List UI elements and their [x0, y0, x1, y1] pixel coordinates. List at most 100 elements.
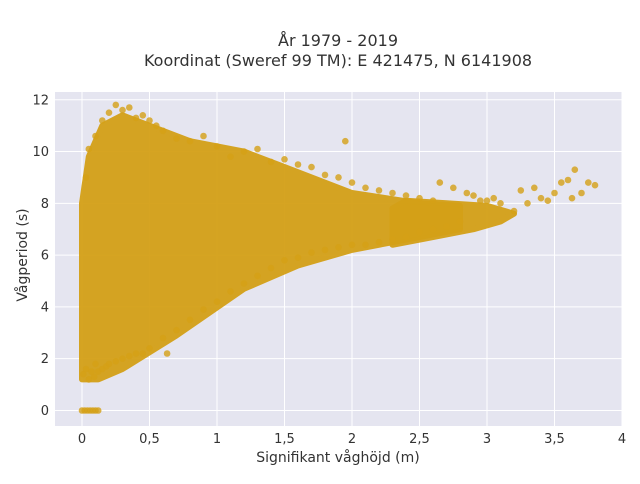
- data-point: [254, 272, 261, 280]
- data-point: [92, 132, 99, 140]
- data-point: [568, 194, 576, 202]
- data-point: [139, 112, 147, 119]
- data-point: [92, 360, 99, 368]
- x-tick-label: 1: [213, 432, 221, 447]
- data-point: [389, 236, 396, 243]
- data-point: [126, 104, 133, 111]
- data-point: [450, 184, 457, 192]
- data-point: [436, 179, 444, 186]
- data-point: [497, 200, 504, 207]
- data-point: [531, 184, 538, 192]
- y-tick-label: 12: [32, 93, 49, 108]
- data-point: [213, 298, 221, 306]
- data-point: [119, 106, 126, 114]
- data-point: [524, 200, 531, 207]
- data-point: [510, 207, 518, 215]
- data-point: [126, 352, 133, 360]
- y-tick-label: 10: [32, 145, 49, 160]
- data-point: [294, 254, 302, 261]
- data-point: [200, 132, 207, 140]
- data-point: [443, 223, 450, 230]
- data-point: [85, 145, 93, 153]
- data-point: [416, 194, 423, 202]
- data-point: [571, 166, 579, 173]
- data-point: [321, 171, 329, 179]
- data-point: [342, 137, 349, 145]
- data-point: [240, 280, 248, 287]
- data-point: [85, 376, 93, 383]
- chart-title: År 1979 - 2019: [278, 31, 398, 50]
- data-point: [240, 148, 248, 155]
- x-axis-ticks: 0 0,5 1 1,5 2 2,5 3 3,5 4: [78, 432, 626, 447]
- data-point: [267, 264, 275, 272]
- data-point: [551, 189, 558, 197]
- data-point: [456, 218, 464, 225]
- data-point: [429, 225, 437, 233]
- data-point: [173, 326, 180, 334]
- x-tick-label: 0,5: [139, 432, 160, 447]
- data-point: [132, 114, 140, 122]
- data-point: [186, 316, 194, 324]
- data-point: [591, 181, 599, 189]
- dense-point-cloud: [79, 112, 517, 383]
- data-point: [470, 192, 477, 199]
- data-point: [139, 350, 147, 357]
- x-tick-label: 4: [618, 432, 626, 447]
- data-point: [477, 197, 484, 204]
- data-point: [281, 156, 288, 163]
- x-tick-label: 0: [78, 432, 86, 447]
- x-tick-label: 2: [348, 432, 356, 447]
- data-point: [335, 244, 342, 251]
- data-point: [227, 288, 234, 295]
- chart-subtitle: Koordinat (Sweref 99 TM): E 421475, N 61…: [144, 51, 532, 70]
- data-point: [348, 241, 356, 249]
- data-point: [254, 145, 261, 153]
- data-point: [99, 117, 106, 124]
- data-point: [490, 194, 498, 202]
- data-point: [578, 189, 585, 197]
- y-tick-label: 8: [41, 197, 49, 212]
- y-tick-label: 4: [41, 300, 49, 315]
- data-point: [483, 197, 491, 204]
- data-point: [429, 197, 437, 204]
- data-point: [119, 355, 126, 363]
- data-point: [88, 368, 95, 375]
- data-point: [153, 122, 160, 129]
- data-point: [159, 127, 167, 135]
- y-tick-label: 2: [41, 352, 49, 367]
- x-tick-label: 2,5: [409, 432, 430, 447]
- data-point: [585, 179, 592, 186]
- data-point: [335, 174, 342, 181]
- data-point: [281, 257, 288, 264]
- data-point: [146, 345, 153, 352]
- data-point: [558, 179, 565, 186]
- data-point: [362, 241, 369, 249]
- data-point: [173, 135, 180, 142]
- data-point: [294, 161, 302, 168]
- data-point: [80, 370, 87, 378]
- data-point: [163, 350, 171, 357]
- data-point: [537, 194, 545, 202]
- data-point: [105, 109, 113, 116]
- data-point: [402, 233, 410, 241]
- x-tick-label: 3,5: [544, 432, 565, 447]
- x-tick-label: 3: [483, 432, 491, 447]
- data-point: [463, 189, 471, 197]
- data-point: [564, 176, 572, 184]
- data-point: [348, 179, 356, 186]
- data-point: [159, 334, 167, 342]
- data-point: [146, 117, 153, 124]
- data-point: [112, 101, 120, 109]
- data-point: [544, 197, 552, 204]
- data-point: [308, 163, 315, 171]
- y-axis-title: Vågperiod (s): [14, 208, 31, 301]
- data-point: [517, 187, 525, 194]
- data-point: [213, 143, 221, 150]
- data-point: [186, 137, 194, 145]
- y-tick-label: 0: [41, 404, 49, 419]
- y-axis-ticks: 0 2 4 6 8 10 12: [32, 93, 49, 419]
- data-point: [200, 306, 207, 313]
- data-point: [321, 246, 329, 254]
